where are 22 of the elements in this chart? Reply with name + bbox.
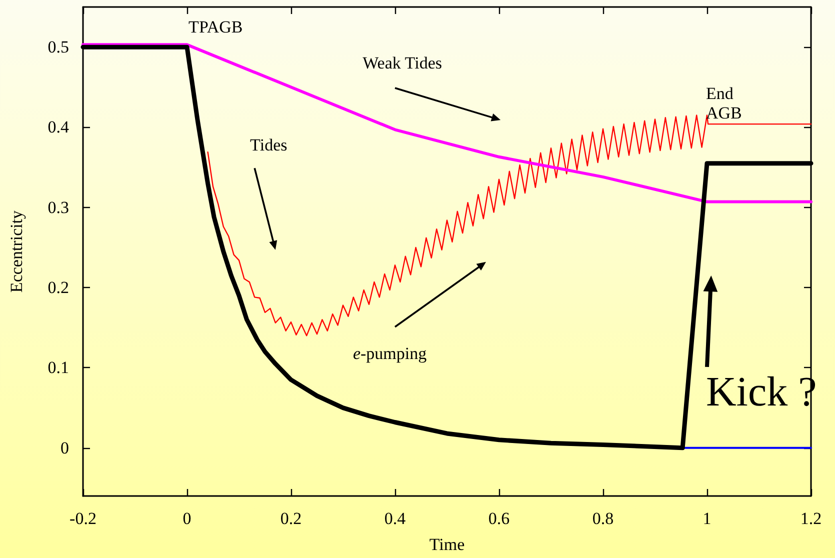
annotation: End AGB: [706, 84, 742, 122]
y-tick-label: 0.5: [48, 38, 69, 57]
y-tick-label: 0.1: [48, 358, 69, 378]
x-tick-label: 0.6: [488, 509, 510, 528]
x-tick-label: 0.4: [384, 509, 406, 528]
x-tick-label: 1.2: [800, 509, 822, 528]
x-tick-label: 0.8: [592, 509, 614, 528]
annotation: e-pumping: [352, 344, 428, 363]
x-tick-label: 0.2: [280, 509, 302, 528]
y-tick-label: 0: [60, 438, 69, 458]
y-tick-label: 0.3: [48, 198, 69, 217]
y-tick-label: 0.2: [48, 278, 69, 298]
y-axis-title: Eccentricity: [7, 210, 26, 293]
annotation: Weak Tides: [362, 54, 442, 73]
x-axis-title: Time: [429, 535, 465, 554]
x-tick-label: -0.2: [70, 509, 96, 528]
x-tick-label: 1: [702, 509, 712, 528]
annotation: TPAGB: [188, 18, 243, 37]
line-series: [82, 43, 812, 204]
y-tick-label: 0.4: [48, 118, 70, 137]
x-tick-label: 0: [182, 509, 192, 528]
annotation: Tides: [250, 135, 288, 154]
